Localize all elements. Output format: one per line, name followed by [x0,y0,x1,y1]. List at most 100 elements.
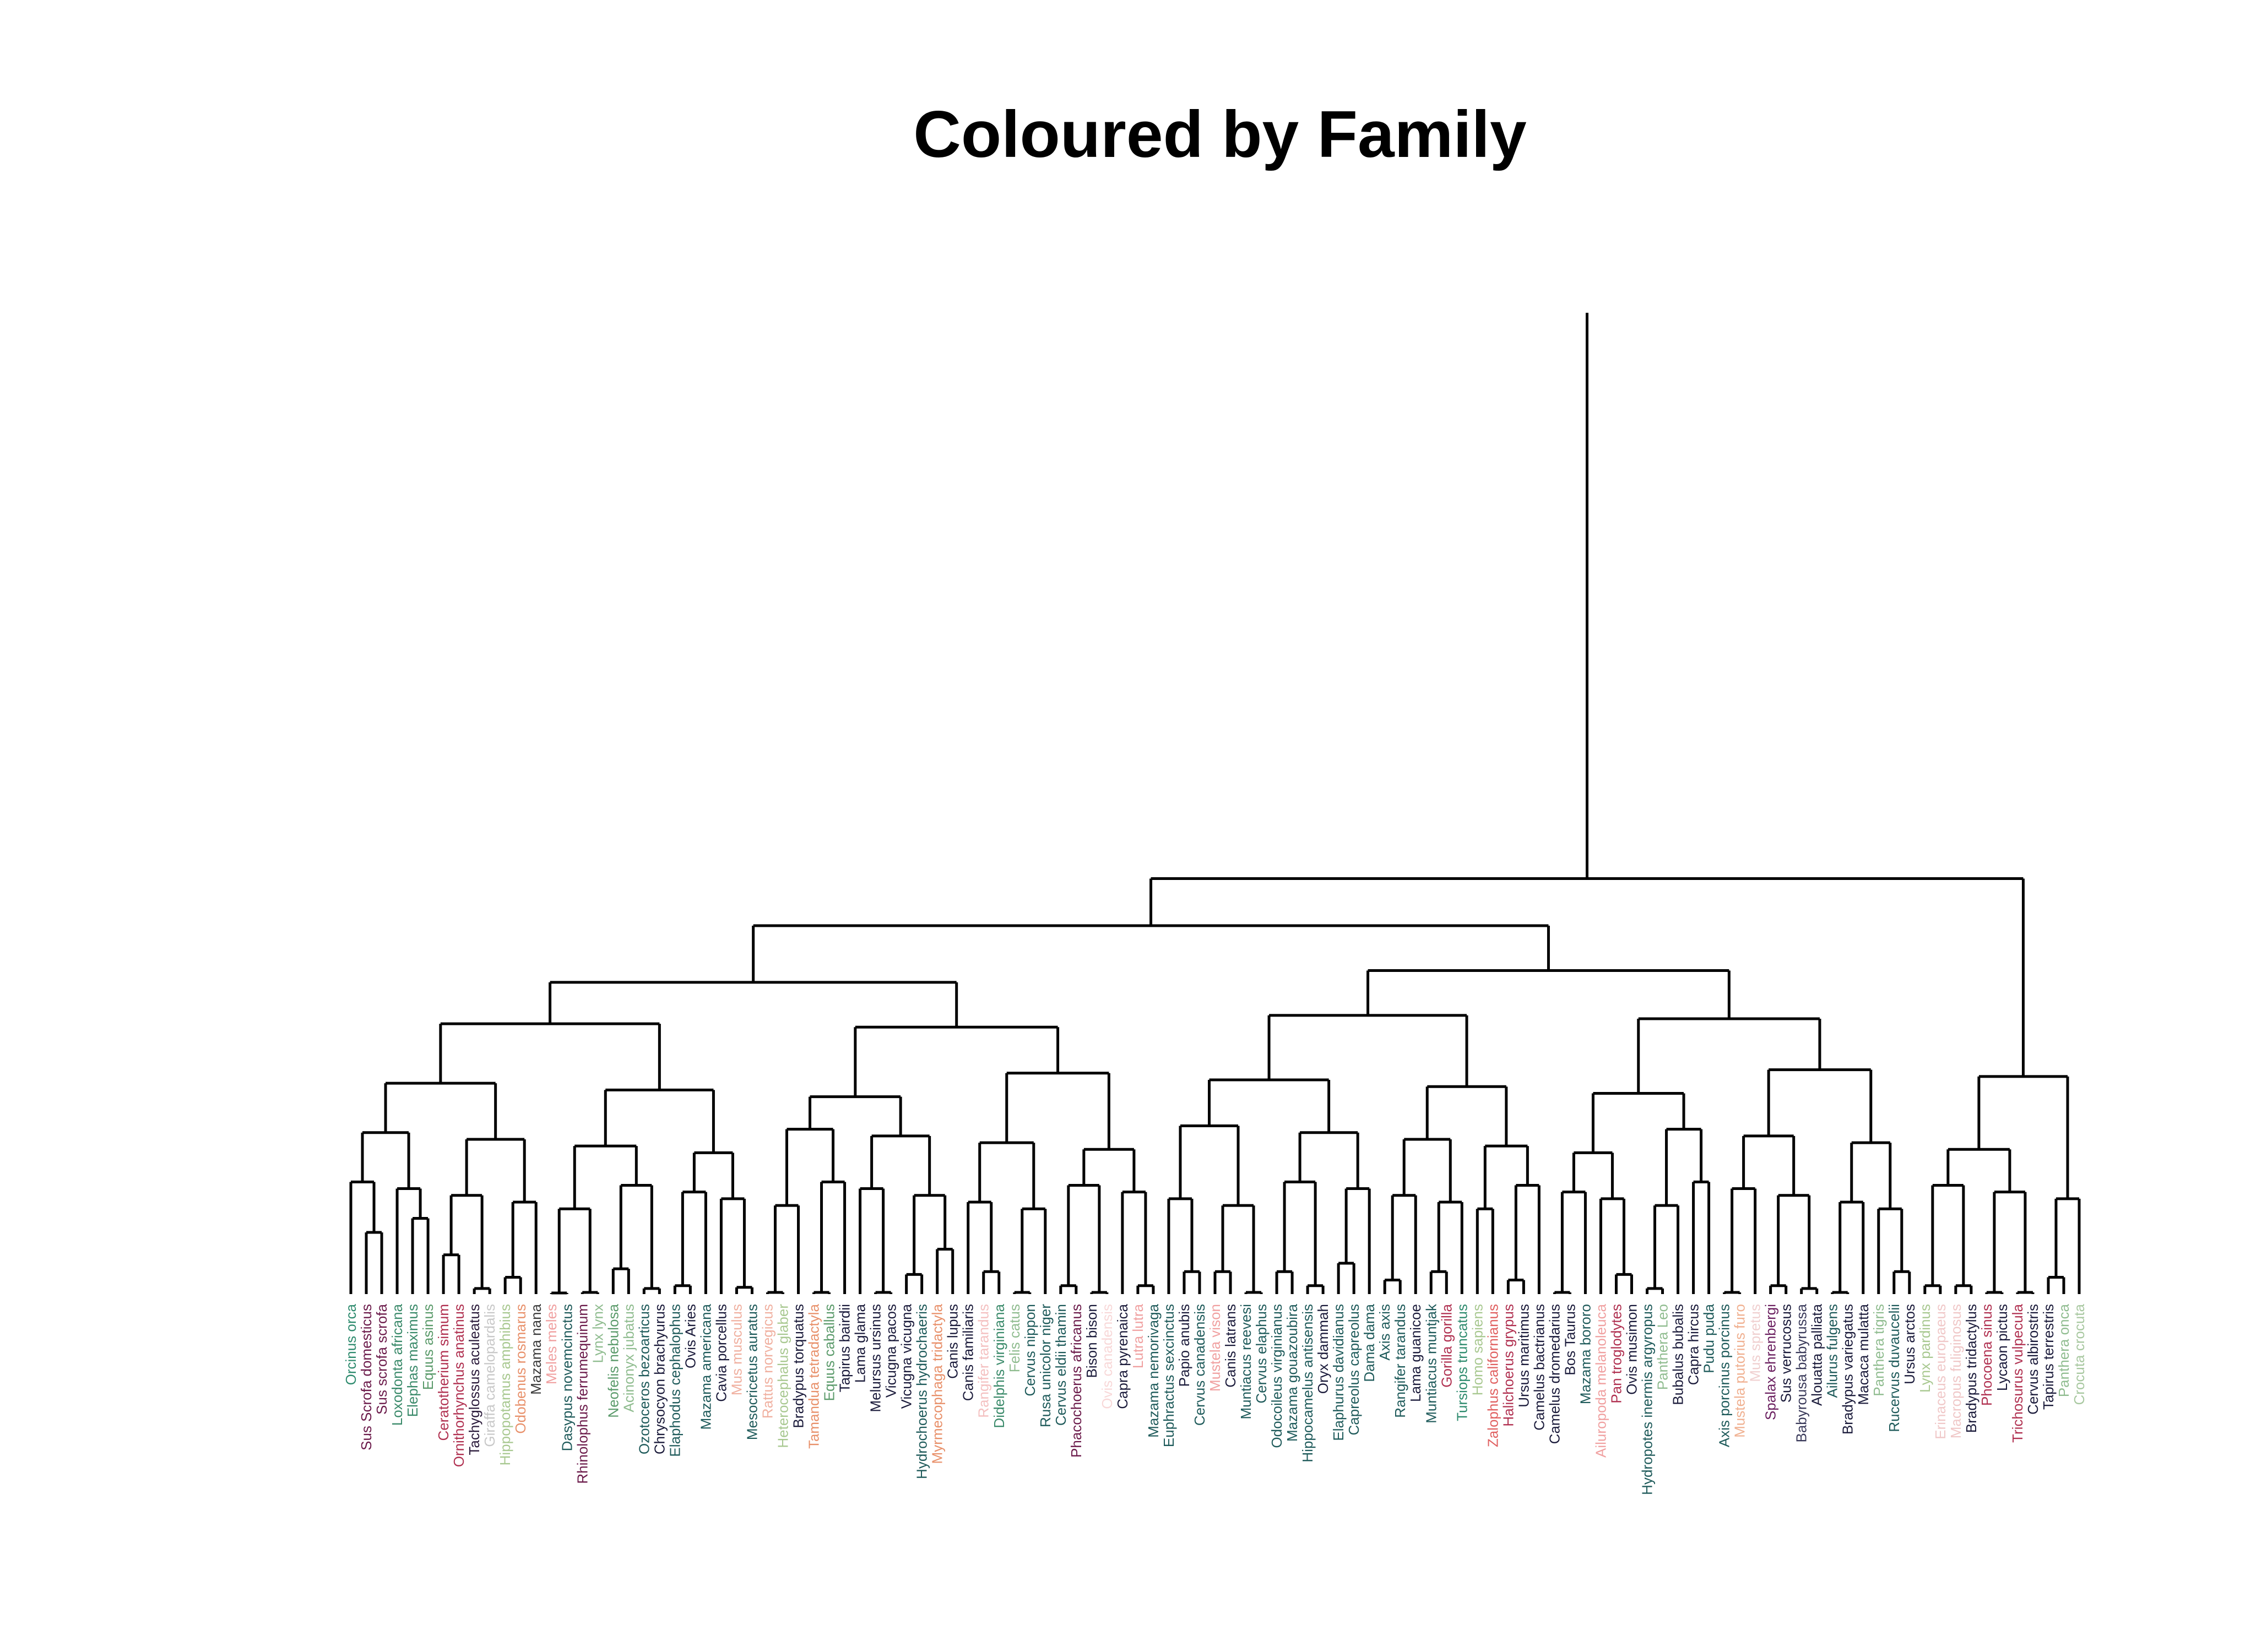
leaf-label: Hydrochoerus hydrochaeris [914,1304,930,1479]
leaf-label: Sus verrucosus [1778,1304,1794,1403]
leaf-label: Loxodonta africana [389,1303,405,1426]
leaf-label: Macaca mulatta [1855,1303,1872,1405]
leaf-label: Capra hircus [1685,1304,1702,1385]
leaf-label: Axis axis [1376,1304,1393,1361]
leaf-label: Homo sapiens [1469,1304,1485,1395]
leaf-label: Panthera Leo [1655,1304,1671,1390]
leaf-label: Lama guanicoe [1407,1304,1424,1402]
leaf-label: Crocuta crocuta [2071,1303,2087,1405]
leaf-label: Heterocephalus glaber [775,1304,791,1448]
leaf-label: Rucervus duvaucelii [1886,1304,1902,1432]
leaf-label: Alouatta palliata [1809,1303,1825,1406]
leaf-label: Mesocricetus auratus [744,1304,760,1440]
leaf-label: Tursiops truncatus [1454,1304,1470,1421]
leaf-label: Phocoena sinus [1978,1304,1995,1406]
leaf-label: Halichoerus grypus [1500,1304,1516,1427]
leaf-label: Lynx lynx [589,1304,606,1363]
leaf-label: Vicugna vicugna [898,1303,915,1409]
leaf-label: Camelus bactrianus [1531,1304,1547,1431]
leaf-label: Cervus nippon [1022,1304,1038,1396]
leaf-label: Muntiacus muntjak [1423,1303,1439,1423]
leaf-label: Babyrousa babyrussa [1793,1303,1810,1442]
leaf-label: Ovis canadensis [1099,1304,1115,1409]
leaf-label: Bradypus torquatus [790,1304,807,1428]
leaf-label: Rattus norvegicus [759,1304,775,1419]
leaf-label: Odocoileus virginianus [1268,1304,1285,1448]
leaf-label: Mazama americana [697,1303,714,1430]
leaf-label: Lama glama [852,1303,869,1383]
leaf-label: Melursus ursinus [867,1304,884,1412]
leaf-label: Mazama gouazoubira [1284,1303,1300,1442]
leaf-label: Neofelis nebulosa [605,1303,621,1417]
leaf-label: Cervus canadensis [1191,1304,1208,1426]
leaf-label: Odobenus rosmarus [512,1304,529,1434]
leaf-label: Camelus dromedarius [1546,1304,1563,1444]
leaf-label: Gorilla gorilla [1438,1303,1455,1387]
leaf-label: Panthera tigris [1870,1304,1887,1396]
leaf-label: Canis lupus [945,1304,961,1379]
leaf-label: Ovis musimon [1623,1304,1640,1395]
leaf-label: Hydropotes inermis argyropus [1639,1304,1656,1495]
leaf-label: Canis latrans [1222,1304,1239,1388]
leaf-label: Rangifer tarandus [1392,1304,1408,1418]
leaf-label: Zalophus californianus [1484,1304,1501,1447]
leaf-label: Equus asinus [420,1304,436,1390]
leaf-label: Ailurus fulgens [1824,1304,1841,1398]
leaf-label: Tachyglossus aculeatus [466,1304,482,1455]
leaf-label: Hippocamelus antisensis [1299,1304,1316,1463]
leaf-label: Rhinolophus ferrumequinum [574,1304,590,1484]
leaf-label: Cervus albirostris [2025,1304,2041,1415]
leaf-label: Mazama bororo [1577,1304,1593,1404]
leaf-label: Rusa unicolor niger [1037,1304,1054,1427]
leaf-label: Elephas maximus [404,1304,421,1417]
leaf-label: Mazama nana [528,1303,544,1394]
leaf-label: Equus caballus [821,1304,838,1401]
leaf-label: Muntiacus reevesi [1238,1304,1254,1420]
leaf-label: Elaphodus cephalophus [666,1304,683,1457]
leaf-label: Phacochoerus africanus [1068,1304,1084,1458]
leaf-label: Rangifer tarandus [975,1304,992,1418]
leaf-label: Euphractus sexcinctus [1160,1304,1177,1447]
leaf-label: Ursus maritimus [1515,1304,1532,1408]
leaf-label: Capra pyrenaica [1114,1303,1131,1409]
leaf-label: Tapirus bairdii [837,1304,853,1392]
leaf-label: Mus musculus [728,1304,745,1395]
leaf-label: Erinaceus europaeus [1932,1304,1949,1439]
leaf-label: Meles meles [543,1304,560,1384]
leaf-label: Ozotoceros bezoarticus [636,1304,652,1454]
leaf-label: Lycaon pictus [1994,1304,2010,1391]
leaf-label: Orcinus orca [343,1303,359,1385]
leaf-label: Lutra lutra [1130,1303,1146,1368]
leaf-label: Bison bison [1083,1304,1100,1378]
leaf-label: Panthera onca [2056,1303,2072,1397]
leaf-label: Cervus elaphus [1253,1304,1270,1404]
chart-title: Coloured by Family [913,97,1527,171]
leaf-label: Cervus eldii thamin [1053,1304,1069,1426]
leaf-label: Spalax ehrenbergi [1762,1304,1779,1420]
leaf-label: Mustela putorius furo [1732,1304,1748,1438]
leaf-label: Sus Scrofa domesticus [358,1304,375,1450]
leaf-label: Ceratotherium simum [435,1304,452,1441]
leaf-label: Myrmecophaga tridactyla [929,1303,946,1464]
leaf-label: Dasypus novemcinctus [558,1304,575,1451]
leaf-label: Tapirus terrestris [2040,1304,2057,1410]
leaf-label: Ailuropoda melanoleuca [1592,1303,1609,1458]
leaf-label: Elaphurus davidianus [1330,1304,1347,1441]
leaf-label: Oryx dammah [1315,1304,1331,1394]
leaf-label: Lynx pardinus [1917,1304,1933,1393]
leaf-label: Sus scrofa scrofa [373,1303,390,1414]
leaf-label: Felis catus [1006,1304,1023,1372]
leaf-label: Papio anubis [1176,1304,1192,1387]
leaf-label: Chrysocyon brachyurus [651,1304,668,1454]
leaf-label: Ovis Aries [682,1304,698,1368]
leaf-label: Giraffa camelopardalis [481,1304,498,1447]
leaf-label: Didelphis virginiana [991,1303,1007,1428]
leaf-label: Mus spretus [1747,1304,1764,1382]
leaf-label: Capreolus capreolus [1346,1304,1362,1435]
leaf-label: Vicugna pacos [883,1304,899,1398]
leaf-label: Hippopotamus amphibius [497,1304,513,1465]
leaf-label: Ursus arctos [1901,1304,1918,1384]
leaf-label: Tamandua tetradactyla [806,1303,822,1449]
